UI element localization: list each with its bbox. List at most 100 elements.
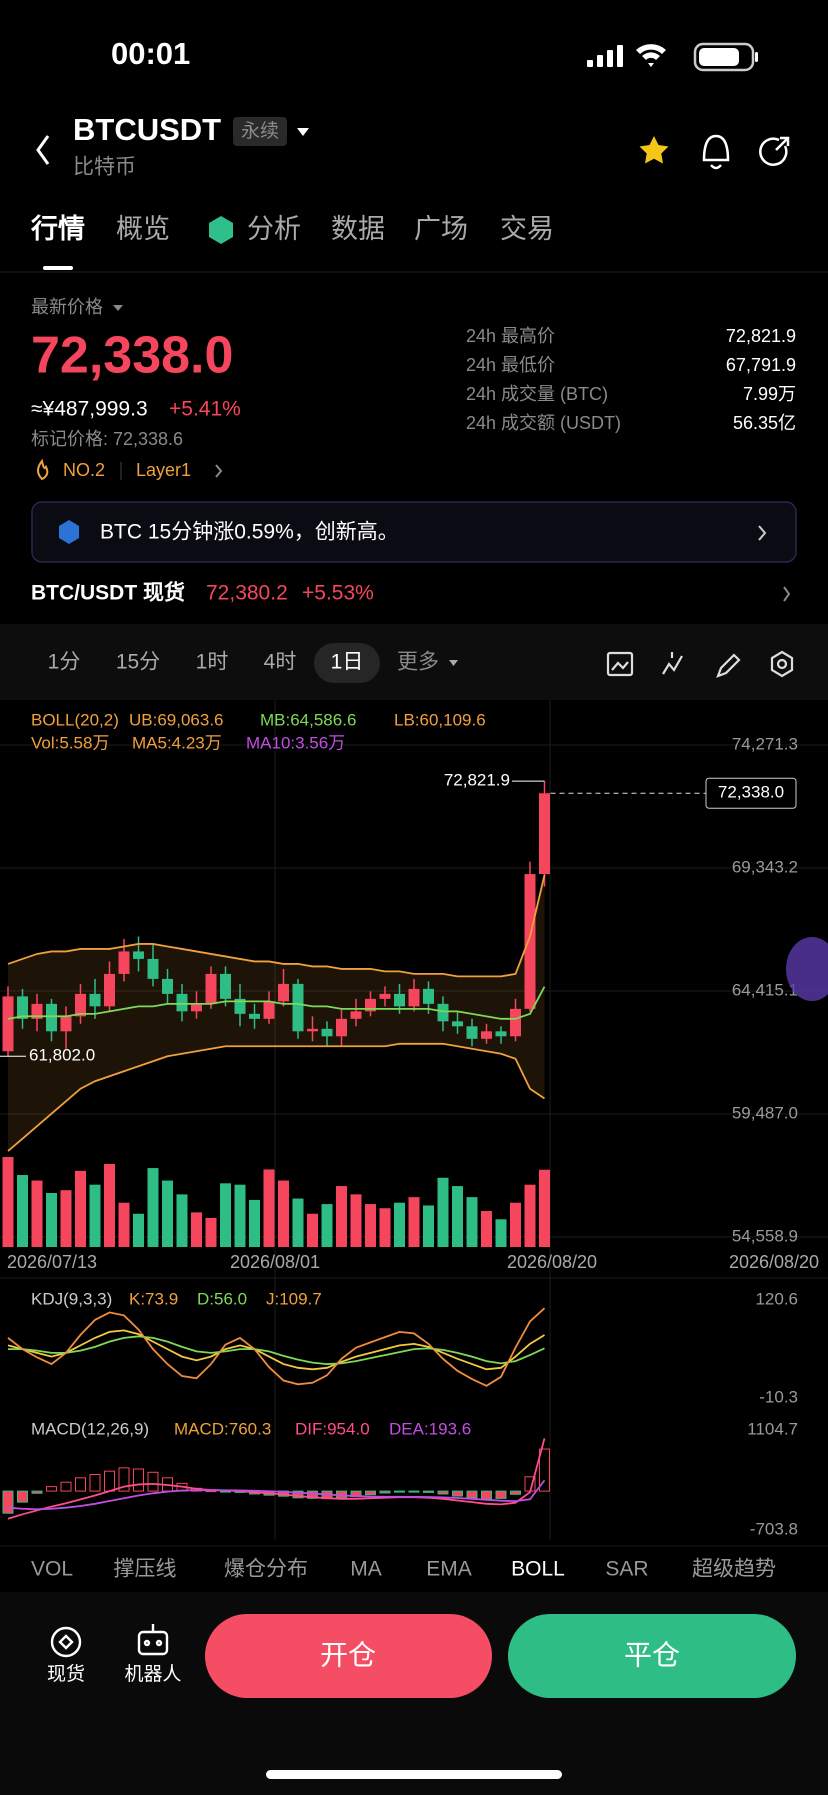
dropdown[interactable] — [297, 128, 309, 136]
timeframe-selected — [314, 643, 380, 683]
bottom-icons — [50, 1624, 169, 1658]
y-tick-label: 69,343.2 — [732, 857, 798, 876]
assistant-bubble[interactable] — [786, 937, 828, 1001]
volume-bar — [2, 1157, 14, 1247]
tab[interactable]: 行情 — [30, 213, 85, 244]
spot-change: +5.53% — [302, 582, 374, 605]
indicator-tab[interactable]: 撑压线 — [114, 1558, 177, 1581]
volume-bar — [452, 1186, 463, 1247]
macd-bar — [510, 1490, 521, 1495]
stat-value: 7.99万 — [743, 384, 796, 404]
candle-body — [2, 996, 14, 1052]
mark-price: 标记价格: 72,338.6 — [31, 429, 183, 449]
macd-bar — [394, 1490, 405, 1493]
timeframe[interactable]: 1时 — [196, 651, 229, 674]
volume-bar — [495, 1219, 507, 1247]
candle-body — [350, 1011, 362, 1019]
indicator-tab[interactable]: 超级趋势 — [692, 1558, 776, 1581]
stat-value: 72,821.9 — [726, 326, 796, 346]
legend-item: MA5:4.23万 — [132, 733, 222, 752]
chart-tools[interactable] — [606, 650, 794, 678]
badge: 永续 — [241, 120, 279, 142]
candle-body — [379, 993, 391, 999]
legend-item: DIF:954.0 — [295, 1419, 370, 1438]
volume-bar — [46, 1193, 57, 1247]
y-tick-label: 64,415.1 — [732, 980, 798, 999]
close-button[interactable] — [508, 1614, 796, 1698]
more[interactable]: 更多 — [397, 651, 439, 674]
share-icon[interactable] — [759, 136, 790, 166]
kdj-k — [7, 1329, 545, 1371]
indicator-tab[interactable]: EMA — [426, 1558, 472, 1581]
timeframe[interactable]: 4时 — [264, 651, 297, 674]
indicator-tabs: VOL 撑压线 爆仓分布 MA EMA BOLL SAR 超级趋势 — [31, 1558, 776, 1581]
tab[interactable]: 概览 — [116, 214, 170, 244]
price-caption: 最新价格 — [31, 297, 103, 317]
y-tick-label: 120.6 — [755, 1289, 798, 1308]
volume-bar — [263, 1169, 275, 1247]
price-box — [705, 777, 797, 809]
boll-ub — [7, 874, 546, 978]
stat-label: 24h 成交量 (BTC) — [466, 384, 608, 404]
macd-bar — [481, 1490, 492, 1500]
volume-bar — [394, 1202, 405, 1247]
timeframe[interactable]: 1分 — [48, 651, 81, 674]
macd-bar — [17, 1490, 28, 1503]
macd-bar — [365, 1490, 376, 1496]
sector[interactable]: Layer1 — [136, 460, 191, 480]
volume-bar — [423, 1205, 434, 1247]
macd-bar — [60, 1481, 72, 1492]
timeframe[interactable]: 1日 — [331, 651, 364, 674]
indicator-tab[interactable]: SAR — [605, 1558, 648, 1581]
boll-lb — [7, 1042, 546, 1152]
volume-bar — [524, 1184, 536, 1247]
open-button[interactable] — [205, 1614, 492, 1698]
candle-body — [176, 993, 188, 1012]
alert-icon[interactable] — [702, 134, 730, 170]
tab[interactable]: 分析 — [247, 214, 301, 244]
y-tick-label: -703.8 — [750, 1519, 798, 1538]
volume-bar — [292, 1198, 304, 1247]
stats: 24h 最高价 72,821.9 24h 最低价 67,791.9 24h 成交量 (B… — [466, 326, 796, 433]
macd-bar — [495, 1490, 507, 1499]
volume-bar — [31, 1180, 43, 1247]
tab-indicator — [43, 266, 73, 270]
macd-dea — [7, 1479, 546, 1511]
y-tick-label: 1104.7 — [747, 1419, 798, 1438]
tab[interactable]: 广场 — [414, 214, 468, 244]
banner[interactable] — [31, 501, 797, 563]
back-button[interactable] — [36, 135, 50, 165]
candle-body — [60, 1016, 72, 1032]
legend-item: J:109.7 — [266, 1289, 322, 1308]
candle-body — [292, 983, 304, 1032]
volume-bar — [205, 1217, 217, 1247]
spot-label[interactable]: BTC/USDT 现货 — [31, 581, 185, 605]
stat-value: 56.35亿 — [733, 413, 796, 433]
symbol: BTCUSDT — [73, 112, 221, 147]
close-label: 平仓 — [624, 1639, 680, 1670]
indicator-tab[interactable]: BOLL — [511, 1558, 565, 1581]
volume-bar — [75, 1170, 86, 1247]
chart: 74,271.3 69,343.2 64,415.1 59,487.0 54,558.9… — [0, 700, 828, 1540]
favorite-icon[interactable] — [639, 136, 669, 164]
candle-body — [437, 1003, 449, 1022]
robot-button[interactable]: 机器人 — [124, 1663, 181, 1685]
indicator-tab[interactable]: VOL — [31, 1558, 73, 1581]
stat-label: 24h 最低价 — [466, 355, 555, 375]
volume-bar — [162, 1180, 173, 1247]
candle-body — [205, 973, 217, 1004]
spot-button[interactable]: 现货 — [47, 1663, 85, 1685]
candle-body — [365, 998, 376, 1012]
volume-bar — [321, 1204, 333, 1247]
change: +5.41% — [169, 398, 241, 421]
subtitle: 比特币 — [73, 156, 136, 179]
timeframe[interactable]: 15分 — [116, 651, 160, 674]
candle-body — [263, 1001, 275, 1019]
macd-bar — [31, 1490, 43, 1494]
tab[interactable]: 交易 — [500, 214, 554, 244]
macd-bar — [292, 1490, 304, 1499]
indicator-tab[interactable]: MA — [350, 1558, 382, 1581]
candle-body — [191, 1003, 202, 1012]
tab[interactable]: 数据 — [331, 214, 385, 244]
indicator-tab[interactable]: 爆仓分布 — [224, 1558, 308, 1581]
